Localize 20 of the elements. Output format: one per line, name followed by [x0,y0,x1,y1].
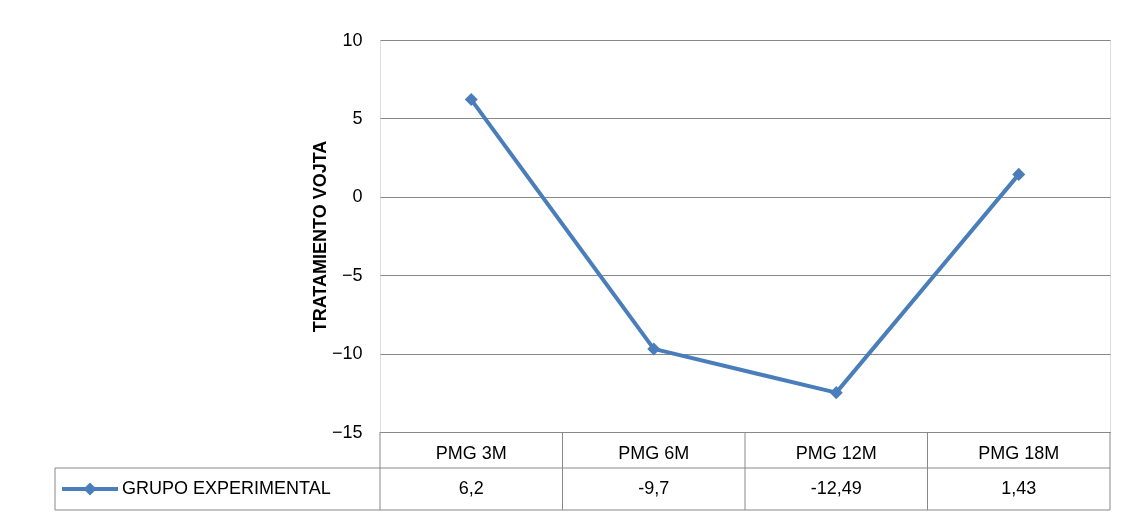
x-tick-label: PMG 6M [618,442,690,463]
data-label: 1,43 [1001,478,1037,498]
data-label: -9,7 [638,478,670,498]
y-tick-label: 5 [352,107,363,128]
data-label: -12,49 [810,478,862,498]
y-tick-label: −10 [331,343,363,364]
x-tick-label: PMG 12M [795,442,877,463]
y-tick-label: 0 [352,186,363,207]
y-tick-label: −5 [341,264,363,285]
point [1012,167,1026,181]
y-tick-label: 10 [342,29,363,50]
data-label: 6,2 [458,478,484,498]
legend-label: GRUPO EXPERIMENTAL [122,478,331,498]
x-tick-label: PMG 18M [978,442,1060,463]
y-axis-title: TRATAMIENTO VOJTA [309,140,330,333]
x-tick-label: PMG 3M [435,442,507,463]
point [464,93,478,107]
y-tick-label: −15 [331,421,363,442]
point [829,386,843,400]
point [647,342,661,356]
